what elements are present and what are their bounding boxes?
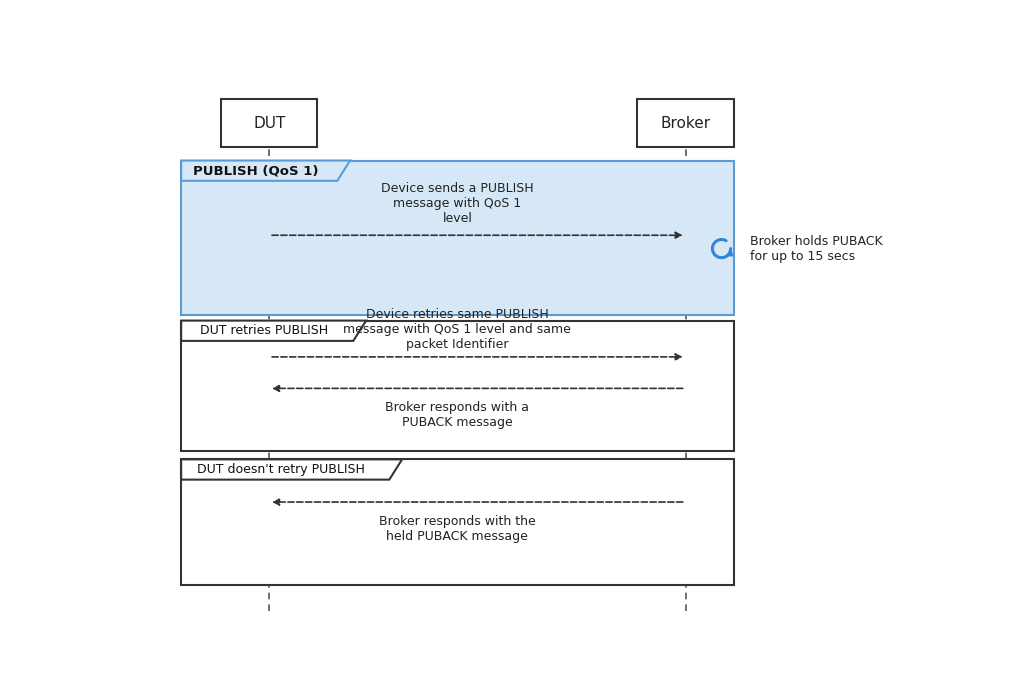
Text: Broker responds with a
PUBACK message: Broker responds with a PUBACK message: [385, 401, 529, 429]
Text: DUT: DUT: [253, 116, 285, 131]
Polygon shape: [181, 459, 402, 480]
FancyBboxPatch shape: [221, 99, 317, 147]
Polygon shape: [181, 161, 350, 181]
Text: Broker: Broker: [660, 116, 711, 131]
Text: PUBLISH (QoS 1): PUBLISH (QoS 1): [193, 164, 319, 177]
Text: Device sends a PUBLISH
message with QoS 1
level: Device sends a PUBLISH message with QoS …: [381, 182, 534, 225]
FancyBboxPatch shape: [181, 321, 733, 451]
Text: Broker holds PUBACK
for up to 15 secs: Broker holds PUBACK for up to 15 secs: [750, 234, 882, 263]
FancyBboxPatch shape: [181, 459, 733, 585]
Text: Broker responds with the
held PUBACK message: Broker responds with the held PUBACK mes…: [379, 515, 536, 543]
FancyBboxPatch shape: [637, 99, 733, 147]
Text: DUT doesn't retry PUBLISH: DUT doesn't retry PUBLISH: [197, 463, 365, 476]
Polygon shape: [181, 321, 366, 341]
FancyBboxPatch shape: [181, 161, 733, 315]
Text: DUT retries PUBLISH: DUT retries PUBLISH: [199, 324, 327, 337]
Text: Device retries same PUBLISH
message with QoS 1 level and same
packet Identifier: Device retries same PUBLISH message with…: [343, 308, 571, 351]
